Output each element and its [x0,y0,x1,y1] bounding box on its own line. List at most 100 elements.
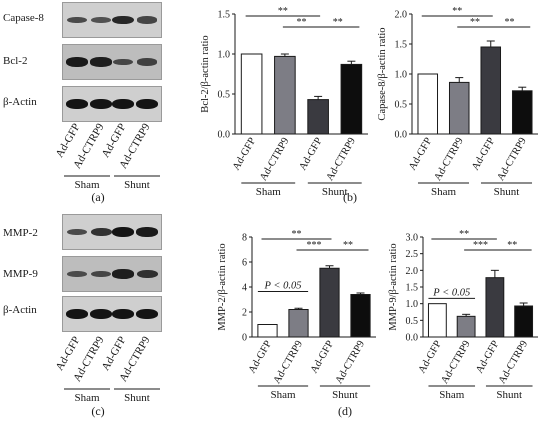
x-category-label: Ad-GFP [231,136,258,172]
pvalue-label: P < 0.05 [264,281,302,292]
x-category-label: Ad-CTRP9 [258,136,291,183]
x-category-label: Ad-GFP [474,339,501,375]
group-label: Shunt [322,186,348,198]
pvalue-label: P < 0.05 [432,287,470,298]
x-category-label: Ad-GFP [297,136,324,172]
bar [288,309,309,338]
significance-label: ** [505,17,515,28]
blot-a-band [66,16,88,24]
bar [456,315,476,338]
x-category-label: Ad-CTRP9 [439,339,472,386]
blot-a-band [91,16,111,24]
blot-c-strip-3 [62,296,162,332]
blot-panel-c: MMP-2 MMP-9 β-Actin [0,210,162,410]
y-axis-label: MMP-9/β-actin ratio [388,243,399,330]
y-axis-label: Capase-8/β-actin ratio [377,27,388,120]
y-tick-label: 2 [242,308,247,319]
significance-label: ** [507,240,517,251]
significance-label: ** [452,6,462,17]
bar [350,294,371,338]
blot-c-band [66,228,88,236]
bar [319,267,340,338]
group-label: Sham [270,389,296,401]
blot-c-group-label: Shunt [124,392,150,404]
y-tick-label: 2.0 [406,266,419,277]
blot-a-strip-3 [62,86,162,122]
significance-label: ** [278,6,288,17]
significance-label: ** [459,229,469,240]
x-category-label: Ad-CTRP9 [432,136,465,183]
y-tick-label: 1.5 [395,40,408,51]
y-tick-label: 0.0 [395,130,408,141]
blot-a-band [112,99,134,109]
blot-c-row1-label: MMP-2 [3,227,38,239]
blot-c-row3-label: β-Actin [3,304,37,316]
blot-c-band [112,309,134,319]
x-category-label: Ad-GFP [417,339,444,375]
blot-a-group-label: Sham [74,179,100,191]
group-label: Shunt [496,389,522,401]
x-category-label: Ad-CTRP9 [325,136,358,183]
bar [427,303,447,338]
blot-c-row2-label: MMP-9 [3,268,38,280]
bar [274,55,296,135]
bar [448,81,470,135]
y-tick-label: 0.0 [218,130,231,141]
blot-a-row2-label: Bcl-2 [3,55,28,67]
significance-label: *** [473,240,488,251]
blot-a-band [136,58,158,66]
blot-c-band [136,227,158,237]
significance-label: ** [333,17,343,28]
y-tick-label: 8 [242,233,247,244]
y-tick-label: 3.0 [406,233,419,244]
blot-c-band [66,309,88,319]
blot-c-band [112,227,134,237]
blot-c-band [136,269,158,279]
bar [307,99,329,135]
x-category-label: Ad-GFP [247,339,274,375]
bar [485,277,505,338]
y-tick-label: 1.5 [406,283,419,294]
blot-a-row1-label: Capase-8 [3,12,44,24]
blot-a-group-label: Shunt [124,179,150,191]
blot-a-band [112,58,134,66]
bar [417,73,439,135]
y-tick-label: 1.0 [218,50,231,61]
y-tick-label: 0 [242,333,247,344]
bar [511,90,533,135]
blot-a-strip-2 [62,44,162,80]
y-tick-label: 1.5 [218,10,231,21]
x-category-label: Ad-CTRP9 [272,339,305,386]
significance-label: ** [292,229,302,240]
y-axis-label: MMP-2/β-actin ratio [217,243,228,330]
y-tick-label: 2.5 [406,249,419,260]
blot-a-band [90,57,112,67]
bar [240,53,263,135]
blot-c-band [90,270,112,278]
blot-a-strip-1 [62,2,162,38]
group-label: Sham [431,186,457,198]
y-axis-label: Bcl-2/β-actin ratio [200,35,211,112]
y-tick-label: 6 [242,258,247,269]
blot-panel-a: Capase-8 Bcl-2 β-Actin [0,0,162,200]
y-tick-label: 0.5 [406,316,419,327]
bar [257,324,278,338]
blot-c-band [90,309,112,319]
significance-label: ** [297,17,307,28]
group-label: Sham [256,186,282,198]
panel-label-d: (d) [338,404,352,418]
y-tick-label: 4 [242,283,247,294]
y-tick-label: 0.5 [395,100,408,111]
blot-c-band [136,309,158,319]
x-category-label: Ad-GFP [407,136,434,172]
group-label: Shunt [332,389,358,401]
bar [480,46,502,135]
y-tick-label: 0.5 [218,90,231,101]
y-tick-label: 2.0 [395,10,408,21]
blot-a-row3-label: β-Actin [3,96,37,108]
chart-caspase8: 0.0 0.5 1.0 1.5 2.0 Capase-8/β-actin ratio Ad-… [377,6,538,198]
x-category-label: Ad-GFP [309,339,336,375]
